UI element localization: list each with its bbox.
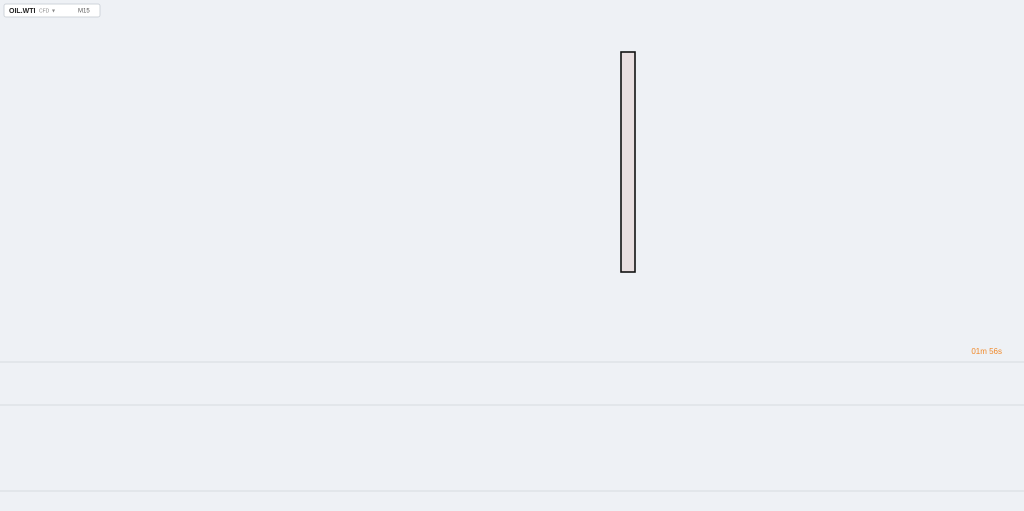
symbol-box[interactable] xyxy=(3,3,101,18)
symbol-header[interactable]: OIL.WTI CFD ▾ M15 xyxy=(3,3,101,18)
timeframe[interactable]: M15 xyxy=(78,9,90,15)
highlight-box xyxy=(620,51,636,273)
symbol[interactable]: OIL.WTI xyxy=(9,8,35,15)
instrument-type: CFD xyxy=(39,8,50,14)
countdown: 01m 56s xyxy=(971,347,1002,356)
dropdown-arrow: ▾ xyxy=(52,9,55,15)
